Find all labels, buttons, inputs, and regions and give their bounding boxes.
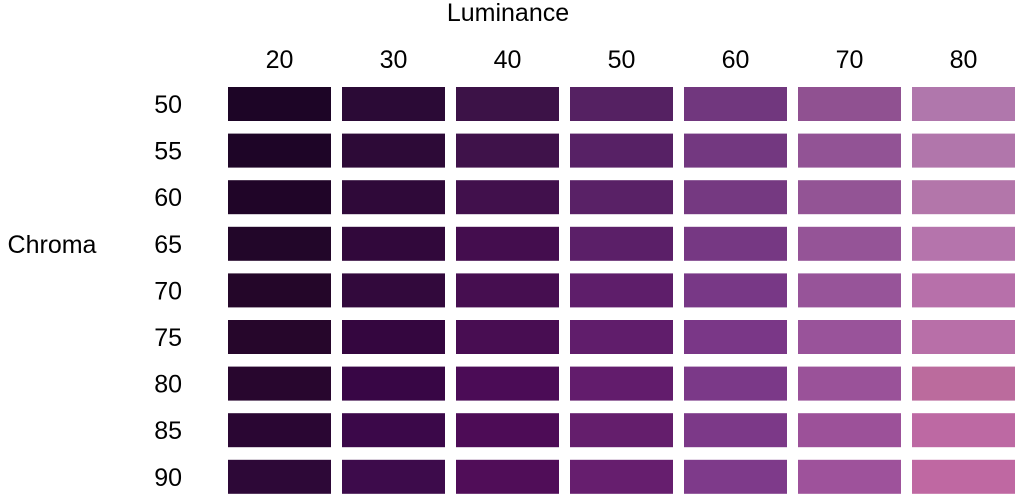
color-cell: [570, 273, 673, 308]
y-axis-title: Chroma: [8, 231, 97, 259]
x-tick-label: 40: [494, 46, 522, 74]
color-cell: [228, 226, 331, 261]
y-tick-labels: 50 55 60 65 70 75 80 85 90: [154, 91, 182, 492]
color-cell: [912, 459, 1015, 494]
x-tick-labels: 20 30 40 50 60 70 80: [266, 46, 978, 74]
color-cell: [456, 459, 559, 494]
y-tick-label: 90: [154, 464, 182, 492]
color-cell: [798, 87, 901, 121]
color-cell: [570, 413, 673, 448]
color-cell: [228, 180, 331, 215]
color-cell: [342, 87, 445, 121]
color-cell: [912, 413, 1015, 448]
color-cell: [684, 413, 787, 448]
x-tick-label: 70: [836, 46, 864, 74]
color-cell: [456, 413, 559, 448]
color-cell: [228, 87, 331, 121]
color-cell: [342, 413, 445, 448]
color-cell: [456, 87, 559, 121]
color-cell: [456, 226, 559, 261]
color-cell: [228, 273, 331, 308]
x-tick-label: 60: [722, 46, 750, 74]
color-cell: [342, 366, 445, 401]
color-cell: [684, 180, 787, 215]
color-cell: [912, 87, 1015, 121]
color-cell: [456, 366, 559, 401]
color-cell: [684, 226, 787, 261]
color-cell: [570, 87, 673, 121]
color-cell: [456, 180, 559, 215]
color-cell: [912, 133, 1015, 168]
color-cell: [456, 320, 559, 354]
y-tick-label: 50: [154, 91, 182, 119]
color-cell: [912, 180, 1015, 215]
color-cell: [228, 459, 331, 494]
y-tick-label: 60: [154, 184, 182, 212]
color-cell: [912, 273, 1015, 308]
color-cell: [798, 133, 901, 168]
x-tick-label: 50: [608, 46, 636, 74]
color-cell: [570, 320, 673, 354]
color-cell: [684, 133, 787, 168]
y-tick-label: 65: [154, 231, 182, 259]
color-cell: [228, 413, 331, 448]
color-cell: [912, 226, 1015, 261]
y-tick-label: 80: [154, 371, 182, 399]
x-axis-title: Luminance: [447, 0, 569, 27]
color-cell: [798, 366, 901, 401]
color-cell: [798, 320, 901, 354]
color-cell: [684, 366, 787, 401]
color-cell: [684, 87, 787, 121]
color-cell: [798, 180, 901, 215]
color-cell: [570, 133, 673, 168]
x-tick-label: 80: [950, 46, 978, 74]
color-cell: [912, 366, 1015, 401]
color-cell: [798, 273, 901, 308]
color-cell: [570, 366, 673, 401]
color-cell: [342, 226, 445, 261]
color-cell: [342, 459, 445, 494]
color-cell: [570, 459, 673, 494]
color-cell: [342, 320, 445, 354]
y-tick-label: 55: [154, 138, 182, 166]
color-cell: [228, 133, 331, 168]
color-cell: [684, 320, 787, 354]
y-tick-label: 70: [154, 277, 182, 305]
color-cell: [912, 320, 1015, 354]
color-cell: [228, 320, 331, 354]
color-cell: [228, 366, 331, 401]
color-cell: [342, 273, 445, 308]
color-cell: [798, 226, 901, 261]
color-cell: [684, 273, 787, 308]
color-cell: [342, 133, 445, 168]
x-tick-label: 20: [266, 46, 294, 74]
y-tick-label: 85: [154, 417, 182, 445]
color-cell: [570, 226, 673, 261]
color-cell: [798, 413, 901, 448]
color-cell: [684, 459, 787, 494]
x-tick-label: 30: [380, 46, 408, 74]
color-cell: [456, 133, 559, 168]
color-cell: [342, 180, 445, 215]
cell-group: [228, 87, 1015, 494]
color-cell: [570, 180, 673, 215]
color-cell: [456, 273, 559, 308]
color-cell: [798, 459, 901, 494]
y-tick-label: 75: [154, 324, 182, 352]
